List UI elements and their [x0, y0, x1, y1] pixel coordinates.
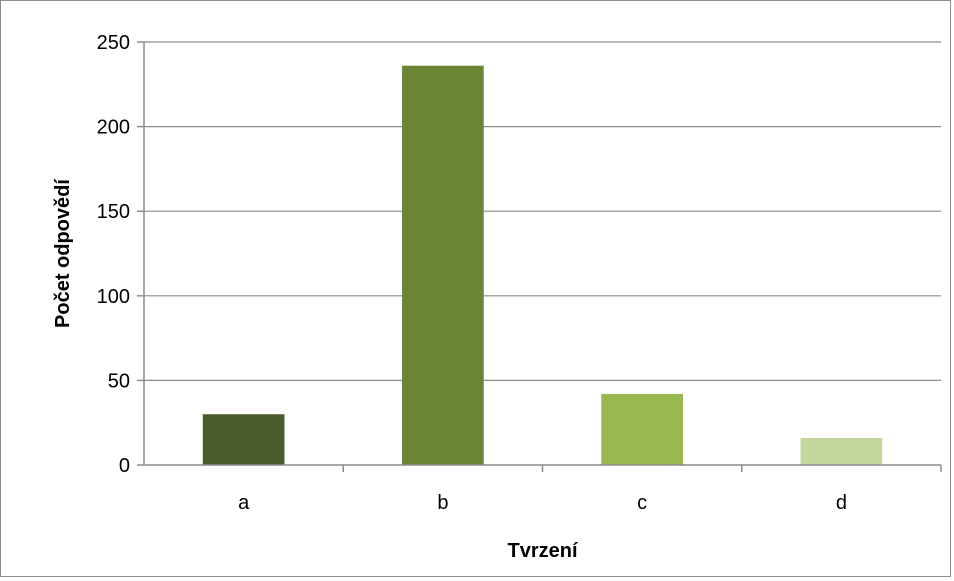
bar-d — [800, 437, 883, 465]
x-axis-title: Tvrzení — [507, 540, 578, 562]
bar-a — [202, 414, 285, 465]
x-tick-label: c — [637, 492, 647, 514]
y-axis-ticks: 0 50 100 150 200 250 — [97, 32, 144, 477]
x-tick-label: b — [437, 492, 448, 514]
y-tick-label: 250 — [97, 32, 130, 54]
bars — [202, 65, 883, 466]
y-tick-label: 0 — [119, 455, 130, 477]
gridlines — [144, 41, 941, 381]
y-tick-label: 100 — [97, 286, 130, 308]
y-tick-label: 50 — [108, 370, 130, 392]
y-axis-title: Počet odpovědí — [52, 178, 74, 328]
y-tick-label: 150 — [97, 201, 130, 223]
y-tick-label: 200 — [97, 117, 130, 139]
bar-c — [601, 393, 683, 465]
x-axis-ticks: a b c d — [238, 465, 942, 514]
bar-b — [402, 65, 484, 466]
x-tick-label: a — [238, 492, 250, 514]
x-tick-label: d — [836, 492, 847, 514]
